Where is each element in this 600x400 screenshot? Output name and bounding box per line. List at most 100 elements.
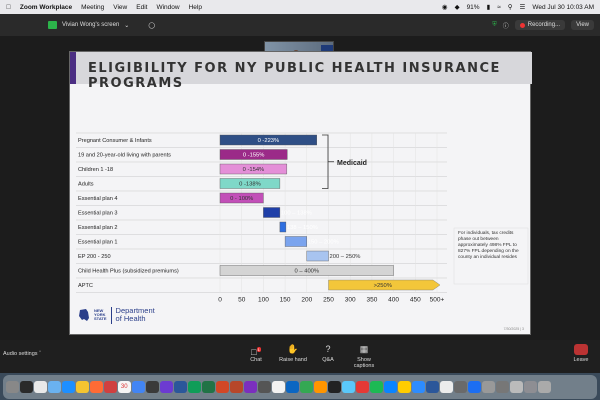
dock-app-icon[interactable] (412, 380, 425, 394)
dock-app-icon[interactable] (188, 380, 201, 394)
zoom-top-toolbar: Vivian Wong's screen ⌄ ◯ ⛨ ⓘ Recording..… (0, 14, 600, 36)
search-icon[interactable]: ⚲ (507, 4, 513, 11)
dock-app-icon[interactable] (244, 380, 257, 394)
dock-app-icon[interactable] (216, 380, 229, 394)
dock-app-icon[interactable] (468, 380, 481, 394)
dock-app-icon[interactable] (454, 380, 467, 394)
chevron-up-icon[interactable]: ˆ (39, 351, 41, 357)
dock-app-icon[interactable] (300, 380, 313, 394)
x-tick-label: 50 (238, 297, 246, 304)
recording-label: Recording... (527, 22, 561, 28)
info-icon[interactable]: ⓘ (502, 23, 509, 30)
shield-icon[interactable]: ⛨ (492, 21, 497, 28)
show-captions-button[interactable]: ▦ Show captions (347, 344, 381, 369)
range-bar (263, 207, 281, 218)
dock-app-icon[interactable] (510, 380, 523, 394)
share-title[interactable]: Vivian Wong's screen (62, 22, 120, 28)
dock-app-icon[interactable] (160, 380, 173, 394)
dock-app-icon[interactable] (34, 380, 47, 394)
dock-app-icon[interactable] (398, 380, 411, 394)
dock-app-icon[interactable] (482, 380, 495, 394)
dock-app-icon[interactable] (524, 380, 537, 394)
recording-indicator[interactable]: Recording... (514, 20, 566, 30)
range-bar (284, 236, 308, 247)
dock-app-icon[interactable] (426, 380, 439, 394)
share-options-icon[interactable]: ◯ (148, 22, 156, 29)
dock-app-icon[interactable] (202, 380, 215, 394)
zoom-status-icon[interactable]: ◉ (441, 4, 448, 11)
x-tick-label: 300 (345, 297, 356, 304)
battery-icon[interactable]: ▮ (486, 4, 491, 11)
dock-app-icon[interactable] (356, 380, 369, 394)
menu-view[interactable]: View (108, 3, 127, 11)
captions-label: Show captions (353, 357, 375, 369)
dock-app-icon[interactable] (496, 380, 509, 394)
menu-help[interactable]: Help (183, 3, 202, 11)
medicaid-label: Medicaid (337, 160, 367, 167)
dock-app-icon[interactable] (314, 380, 327, 394)
app-name-menu[interactable]: Zoom Workplace (15, 3, 72, 11)
category-label: EP 200 - 250 (78, 254, 111, 260)
dock-app-icon[interactable] (286, 380, 299, 394)
chevron-down-icon[interactable]: ⌄ (124, 22, 130, 29)
chat-icon: □1 (251, 347, 261, 357)
leave-button[interactable]: Leave (568, 344, 594, 363)
bar-value-label: 0 - 100% (230, 196, 253, 202)
range-bar (219, 134, 317, 146)
chat-badge: 1 (256, 347, 261, 352)
chat-button[interactable]: □1 Chat (239, 344, 273, 363)
dock-app-icon[interactable] (440, 380, 453, 394)
dock-app-icon[interactable] (174, 380, 187, 394)
note-box (453, 227, 529, 285)
dock-app-icon[interactable] (258, 380, 271, 394)
dock-app-icon[interactable] (20, 380, 33, 394)
dock-app-icon[interactable] (384, 380, 397, 394)
category-label: Essential plan 4 (78, 196, 118, 202)
category-label: 19 and 20-year-old living with parents (78, 153, 171, 159)
menu-edit[interactable]: Edit (131, 3, 147, 11)
view-label: View (576, 22, 589, 28)
dock-app-icon[interactable] (328, 380, 341, 394)
x-tick-label: 150 (280, 297, 291, 304)
x-tick-label: 250 (323, 297, 334, 304)
dock-app-icon[interactable] (90, 380, 103, 394)
dock-app-icon[interactable] (76, 380, 89, 394)
dock-app-icon[interactable] (146, 380, 159, 394)
x-tick-label: 400 (388, 297, 399, 304)
dropbox-icon[interactable]: ◆ (454, 4, 460, 11)
category-label: APTC (78, 283, 93, 289)
menu-window[interactable]: Window (151, 3, 179, 11)
dock-app-icon[interactable] (370, 380, 383, 394)
bar-value-label: >250% (374, 283, 392, 289)
category-label: Pregnant Consumer & Infants (78, 138, 152, 144)
dock-app-icon[interactable] (132, 380, 145, 394)
audio-settings-label: Audio settings (3, 351, 38, 357)
qa-button[interactable]: ? Q&A (311, 344, 345, 363)
dock-app-icon[interactable] (48, 380, 61, 394)
bar-value-label: 0 -223% (258, 138, 280, 144)
wifi-icon[interactable]: ≈ (497, 3, 501, 11)
dock-app-icon[interactable] (62, 380, 75, 394)
view-button[interactable]: View (571, 20, 594, 30)
menu-meeting[interactable]: Meeting (76, 3, 104, 11)
bar-value-label: 0 -138% (239, 182, 261, 188)
dock-app-icon[interactable] (6, 380, 19, 394)
chat-label: Chat (250, 357, 262, 363)
dock-app-icon[interactable] (272, 380, 285, 394)
nys-doh-logo: NEW YORK STATE Department of Health (78, 306, 155, 324)
dock-app-icon[interactable] (342, 380, 355, 394)
control-center-icon[interactable]: ☰ (519, 4, 526, 11)
new-york-state-map-icon (79, 309, 89, 322)
calendar-dock-icon[interactable]: 30 (118, 380, 131, 394)
raise-hand-button[interactable]: ✋ Raise hand (276, 344, 310, 363)
menubar-clock[interactable]: Wed Jul 30 10:03 AM (532, 3, 594, 11)
dock-app-icon[interactable] (230, 380, 243, 394)
dock-app-icon[interactable] (538, 380, 551, 394)
macos-menubar:  Zoom Workplace Meeting View Edit Windo… (0, 0, 600, 14)
x-tick-label: 500+ (430, 297, 445, 304)
audio-settings-button[interactable]: Audio settings ˆ (3, 351, 41, 357)
dock-app-icon[interactable] (104, 380, 117, 394)
x-tick-label: 0 (218, 297, 222, 304)
slide-title: ELIGIBILITY FOR NY PUBLIC HEALTH INSURAN… (88, 61, 501, 91)
apple-icon[interactable]:  (6, 4, 11, 11)
